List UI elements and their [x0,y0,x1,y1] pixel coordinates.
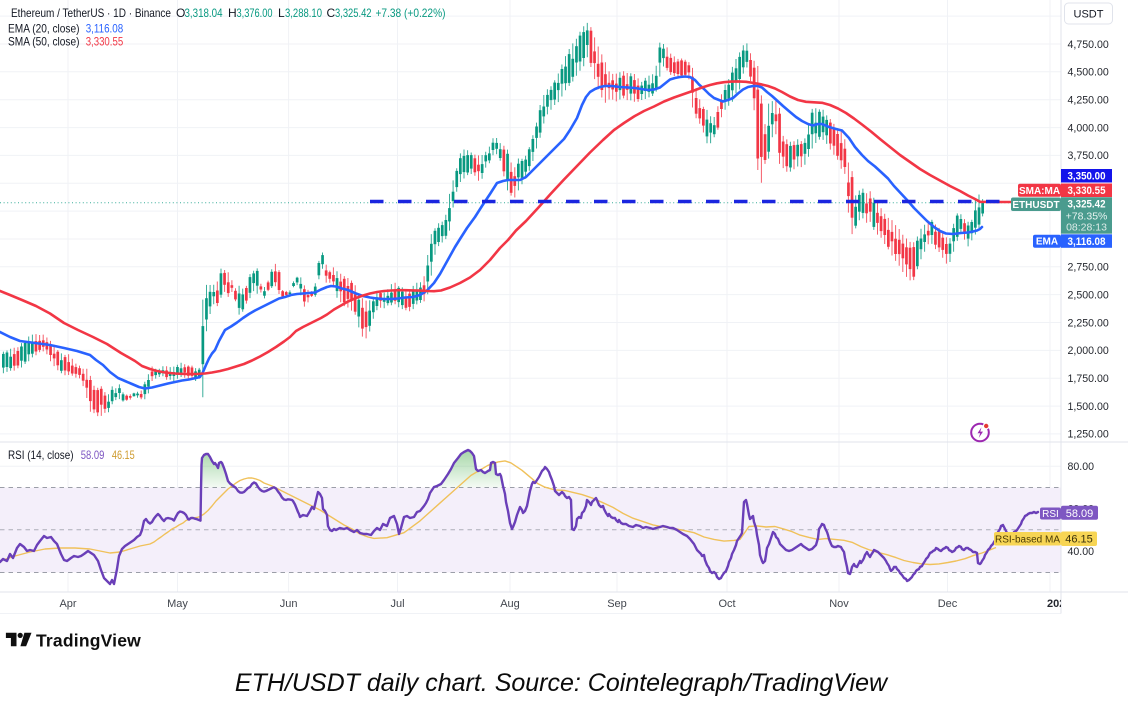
svg-text:RSI (14, close): RSI (14, close) [8,448,74,462]
svg-text:ETHUSDT: ETHUSDT [1012,200,1059,211]
svg-text:3,288.10: 3,288.10 [285,6,322,20]
svg-text:3,116.08: 3,116.08 [86,22,124,36]
svg-text:58.09: 58.09 [1066,508,1094,520]
svg-text:Sep: Sep [607,598,627,610]
svg-text:C: C [327,6,336,20]
svg-text:TradingView: TradingView [36,631,141,651]
svg-text:1,500.00: 1,500.00 [1068,401,1109,413]
svg-text:H: H [228,6,237,20]
svg-text:O: O [176,6,185,20]
svg-text:SMA:MA: SMA:MA [1019,186,1060,197]
svg-text:Jul: Jul [390,598,404,610]
svg-text:Apr: Apr [59,598,76,610]
svg-text:1,250.00: 1,250.00 [1068,429,1109,441]
svg-text:L: L [278,6,285,20]
svg-text:46.15: 46.15 [112,448,135,462]
svg-text:EMA: EMA [1036,237,1058,248]
svg-text:80.00: 80.00 [1068,461,1095,473]
svg-text:3,318.04: 3,318.04 [185,6,223,20]
svg-text:3,350.00: 3,350.00 [1068,171,1106,183]
svg-text:Jun: Jun [280,598,298,610]
svg-text:4,750.00: 4,750.00 [1068,39,1109,51]
svg-text:2022: 2022 [1047,598,1071,610]
svg-text:Aug: Aug [500,598,520,610]
svg-text:RSI: RSI [1042,509,1059,520]
svg-text:+7.38 (+0.22%): +7.38 (+0.22%) [376,6,446,20]
svg-text:Dec: Dec [938,598,958,610]
svg-text:3,330.55: 3,330.55 [1068,185,1106,197]
svg-text:3,116.08: 3,116.08 [1068,236,1106,248]
svg-text:USDT: USDT [1074,9,1104,21]
svg-text:2,000.00: 2,000.00 [1068,345,1109,357]
svg-text:3,325.42: 3,325.42 [335,6,372,20]
svg-text:2,250.00: 2,250.00 [1068,317,1109,329]
svg-text:40.00: 40.00 [1068,546,1095,558]
svg-text:SMA (50, close): SMA (50, close) [8,35,80,49]
svg-text:3,330.55: 3,330.55 [86,35,124,49]
svg-text:1,750.00: 1,750.00 [1068,373,1109,385]
svg-text:Nov: Nov [829,598,849,610]
svg-text:3,325.42: 3,325.42 [1068,199,1106,211]
svg-text:08:28:13: 08:28:13 [1066,222,1107,234]
svg-text:46.15: 46.15 [1065,534,1093,546]
svg-text:3,750.00: 3,750.00 [1068,150,1109,162]
svg-text:4,500.00: 4,500.00 [1068,67,1109,79]
svg-text:58.09: 58.09 [81,448,105,462]
svg-text:+78.35%: +78.35% [1066,211,1108,223]
svg-text:4,250.00: 4,250.00 [1068,95,1109,107]
svg-text:2,750.00: 2,750.00 [1068,262,1109,274]
svg-text:4,000.00: 4,000.00 [1068,122,1109,134]
svg-text:ETH/USDT daily chart. Source:: ETH/USDT daily chart. Source: Cointelegr… [235,669,889,697]
svg-text:May: May [167,598,188,610]
svg-text:2,500.00: 2,500.00 [1068,289,1109,301]
svg-text:Ethereum / TetherUS · 1D · Bin: Ethereum / TetherUS · 1D · Binance [11,6,171,20]
svg-text:Oct: Oct [718,598,735,610]
svg-text:3,376.00: 3,376.00 [237,6,273,20]
svg-text:EMA (20, close): EMA (20, close) [8,22,80,36]
svg-text:RSI-based MA: RSI-based MA [995,535,1060,546]
